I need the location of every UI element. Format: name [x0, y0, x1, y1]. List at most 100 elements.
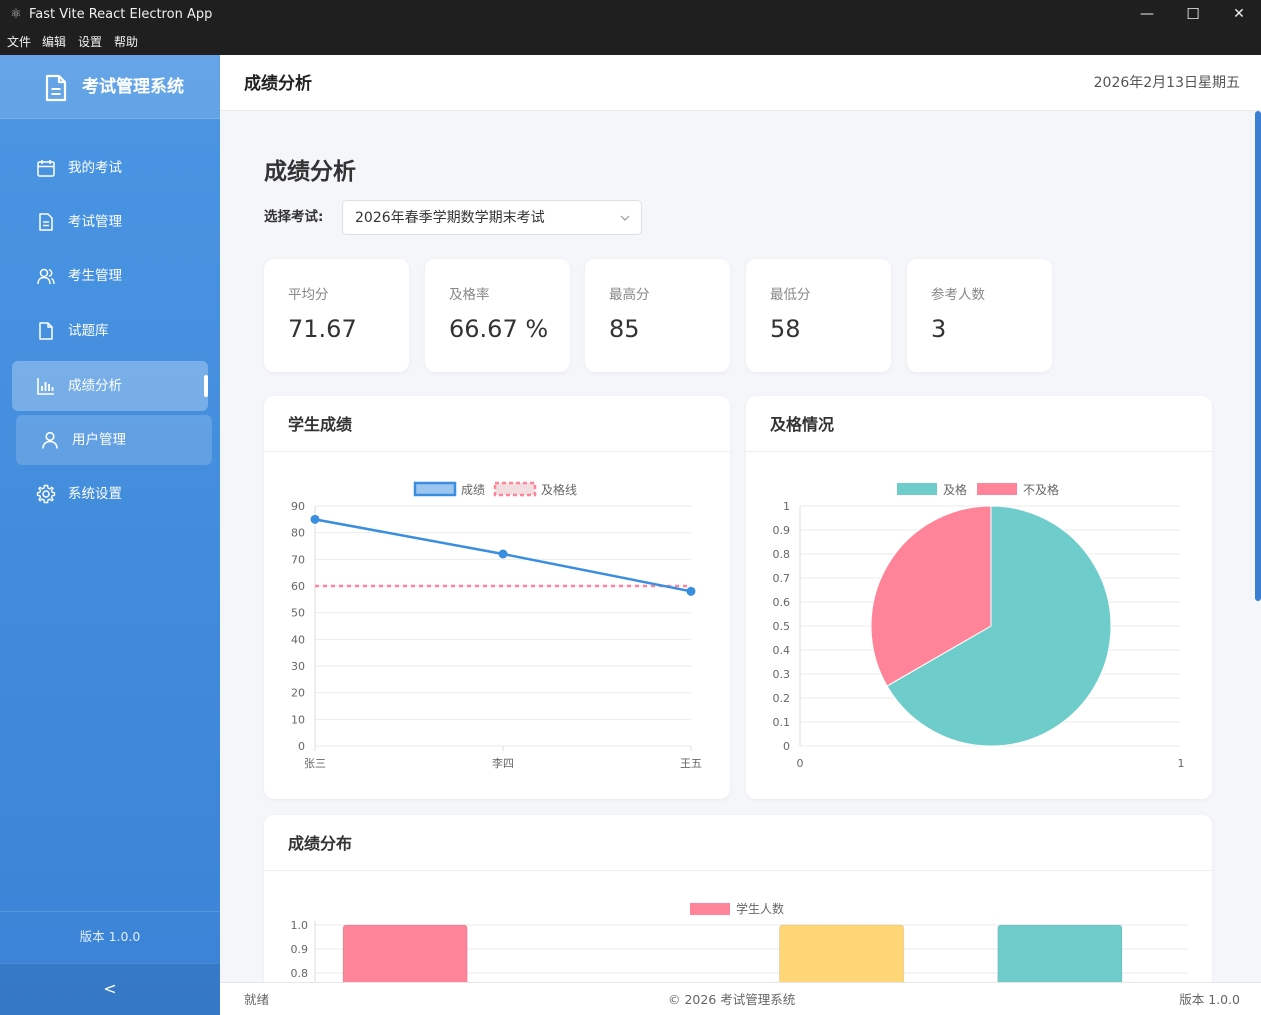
- footer-version: 版本 1.0.0: [1179, 992, 1240, 1007]
- sidebar-item-exam-management[interactable]: 考试管理: [12, 197, 208, 247]
- pie-slice: [886, 505, 1112, 747]
- calendar-icon: [37, 160, 55, 177]
- page-title: 成绩分析: [264, 159, 356, 185]
- collapse-sidebar-button[interactable]: <: [0, 963, 220, 1015]
- y-tick-label: 0.8: [291, 967, 309, 980]
- sidebar-brand: 考试管理系统: [0, 55, 220, 119]
- status-bar: 就绪 © 2026 考试管理系统 版本 1.0.0: [220, 982, 1261, 1015]
- y-tick-label: 1.0: [291, 919, 309, 932]
- user-icon: [42, 431, 58, 449]
- close-button[interactable]: ✕: [1233, 6, 1245, 22]
- menu-help[interactable]: 帮助: [114, 35, 139, 49]
- stat-label: 最低分: [770, 287, 811, 303]
- y-tick-label: 0.5: [773, 620, 791, 633]
- legend-label: 成绩: [461, 483, 485, 497]
- sidebar-item-label: 成绩分析: [68, 378, 122, 394]
- pie-chart: 0 0.1 0.2 0.3 0.4 0.5 0.6 0.7 0.8 0.9 1 0 1 及格 不及格: [773, 482, 1185, 770]
- data-point: [310, 514, 320, 524]
- sidebar-item-user-management[interactable]: 用户管理: [16, 415, 212, 465]
- x-tick-label: 王五: [680, 757, 702, 770]
- legend-label: 不及格: [1023, 482, 1059, 497]
- y-tick-label: 0.9: [773, 524, 791, 537]
- app-logo-icon: ⚛: [10, 7, 22, 22]
- card-title: 学生成绩: [288, 415, 353, 434]
- legend-label: 学生人数: [736, 901, 784, 916]
- x-tick-label: 0: [797, 757, 804, 770]
- minimize-button[interactable]: —: [1140, 6, 1154, 22]
- sidebar-item-question-bank[interactable]: 试题库: [12, 306, 208, 356]
- data-point: [686, 586, 696, 596]
- exam-select-value: 2026年春季学期数学期末考试: [355, 210, 545, 226]
- y-tick-label: 0.8: [773, 548, 791, 561]
- chevron-down-icon: [620, 215, 630, 221]
- pie-slice: [870, 505, 992, 687]
- stat-value: 85: [609, 315, 640, 343]
- stat-value: 71.67: [288, 315, 357, 343]
- stat-value: 3: [931, 315, 947, 343]
- stat-label: 及格率: [449, 287, 490, 303]
- y-tick-label: 0.6: [773, 596, 791, 609]
- exam-select-label: 选择考试:: [264, 209, 324, 225]
- stat-value: 58: [770, 315, 801, 343]
- sidebar-version: 版本 1.0.0: [0, 911, 220, 963]
- y-tick-label: 50: [291, 607, 305, 620]
- sidebar-item-student-management[interactable]: 考生管理: [12, 251, 208, 301]
- window-title: Fast Vite React Electron App: [29, 7, 213, 22]
- sidebar-item-my-exams[interactable]: 我的考试: [12, 143, 208, 193]
- page-header: 成绩分析 2026年2月13日星期五: [220, 55, 1261, 111]
- legend-swatch-scores: [413, 481, 457, 497]
- y-tick-label: 80: [291, 527, 305, 540]
- exam-select[interactable]: 2026年春季学期数学期末考试: [342, 200, 642, 235]
- legend-swatch-pass: [897, 483, 937, 495]
- y-tick-label: 1: [783, 500, 790, 513]
- legend-label: 及格线: [541, 482, 577, 497]
- sidebar-item-score-analysis[interactable]: 成绩分析: [12, 361, 208, 411]
- status-text: 就绪: [244, 992, 270, 1007]
- sidebar-item-label: 试题库: [68, 323, 109, 339]
- y-tick-label: 0: [783, 740, 790, 753]
- stat-card-average: 平均分 71.67: [264, 259, 409, 372]
- sidebar-item-label: 考试管理: [68, 214, 122, 230]
- y-tick-label: 20: [291, 687, 305, 700]
- y-tick-label: 40: [291, 633, 305, 646]
- header-date: 2026年2月13日星期五: [1093, 75, 1240, 91]
- score-distribution-card: 成绩分布 1.0 0.9 0.8 学生人数: [264, 815, 1212, 1005]
- brand-title: 考试管理系统: [82, 77, 184, 97]
- x-tick-label: 1: [1178, 757, 1185, 770]
- copyright: © 2026 考试管理系统: [668, 992, 796, 1007]
- y-tick-label: 0.9: [291, 943, 309, 956]
- legend-swatch-threshold: [493, 481, 537, 497]
- stat-label: 平均分: [288, 287, 329, 303]
- sidebar: 考试管理系统 我的考试 考试管理 考生管理 试题库: [0, 55, 220, 1015]
- y-tick-label: 0.4: [773, 644, 791, 657]
- header-title: 成绩分析: [244, 74, 312, 94]
- document-icon: [39, 213, 53, 231]
- y-tick-label: 0.1: [773, 716, 791, 729]
- active-indicator: [204, 375, 208, 397]
- x-tick-label: 李四: [492, 756, 514, 770]
- card-header: 及格情况: [746, 396, 1212, 452]
- sidebar-item-label: 用户管理: [72, 432, 126, 448]
- scrollbar-thumb[interactable]: [1255, 111, 1261, 601]
- y-tick-label: 30: [291, 660, 305, 673]
- y-tick-label: 0.2: [773, 692, 791, 705]
- sidebar-item-system-settings[interactable]: 系统设置: [12, 469, 208, 519]
- maximize-button[interactable]: ☐: [1186, 5, 1200, 23]
- card-header: 成绩分布: [264, 815, 1212, 871]
- title-bar: ⚛ Fast Vite React Electron App — ☐ ✕: [0, 0, 1261, 30]
- stat-label: 参考人数: [931, 287, 985, 303]
- y-tick-label: 60: [291, 580, 305, 593]
- stat-card-min: 最低分 58: [746, 259, 891, 372]
- y-tick-label: 10: [291, 713, 305, 726]
- menu-file[interactable]: 文件: [7, 35, 32, 49]
- y-tick-label: 90: [291, 500, 305, 513]
- card-title: 及格情况: [770, 415, 835, 434]
- menu-edit[interactable]: 编辑: [42, 35, 67, 49]
- line-chart: 0 10 20 30 40 50 60 70 80 90 张三 李四 王五 成绩 及格线: [291, 481, 702, 770]
- menu-settings[interactable]: 设置: [78, 35, 103, 49]
- stat-card-participants: 参考人数 3: [907, 259, 1052, 372]
- sidebar-item-label: 我的考试: [68, 160, 122, 176]
- legend-label: 及格: [943, 482, 967, 497]
- student-scores-card: 学生成绩 0 10 20 30 40 50 60 70 80 90 张三 李四 王五 成绩 及格线: [264, 396, 730, 799]
- bar-chart-icon: [37, 378, 54, 395]
